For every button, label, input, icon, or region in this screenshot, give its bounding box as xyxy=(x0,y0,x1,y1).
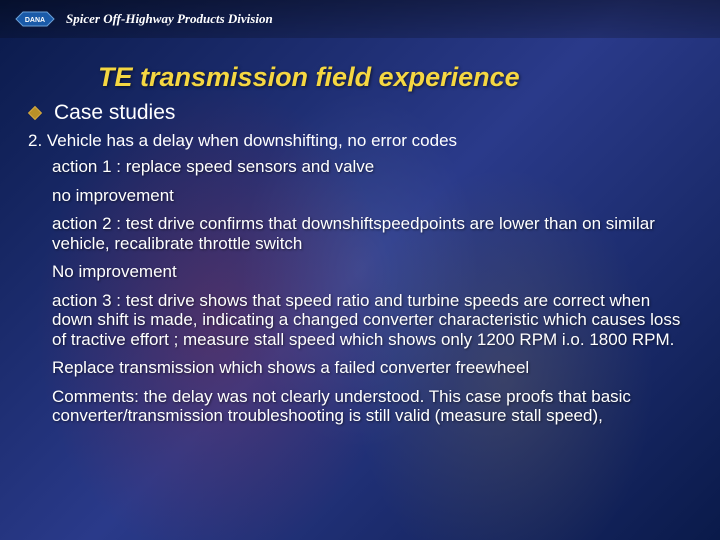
section-label: Case studies xyxy=(54,101,175,125)
body-line: action 2 : test drive confirms that down… xyxy=(52,214,692,253)
slide-content: TE transmission field experience Case st… xyxy=(0,38,720,426)
body-line: No improvement xyxy=(52,262,692,282)
body-line: no improvement xyxy=(52,186,692,206)
division-label: Spicer Off-Highway Products Division xyxy=(66,11,273,27)
header-bar: DANA Spicer Off-Highway Products Divisio… xyxy=(0,0,720,38)
body-lines: action 1 : replace speed sensors and val… xyxy=(28,157,692,426)
slide-title: TE transmission field experience xyxy=(28,62,692,93)
diamond-bullet-icon xyxy=(28,106,42,120)
svg-text:DANA: DANA xyxy=(25,17,45,24)
dana-logo: DANA xyxy=(14,10,56,28)
body-line: Replace transmission which shows a faile… xyxy=(52,358,692,378)
section-bullet-row: Case studies xyxy=(28,101,692,125)
body-line: action 3 : test drive shows that speed r… xyxy=(52,291,692,350)
body-line: Comments: the delay was not clearly unde… xyxy=(52,387,692,426)
case-number-line: 2. Vehicle has a delay when downshifting… xyxy=(28,131,692,151)
body-line: action 1 : replace speed sensors and val… xyxy=(52,157,692,177)
